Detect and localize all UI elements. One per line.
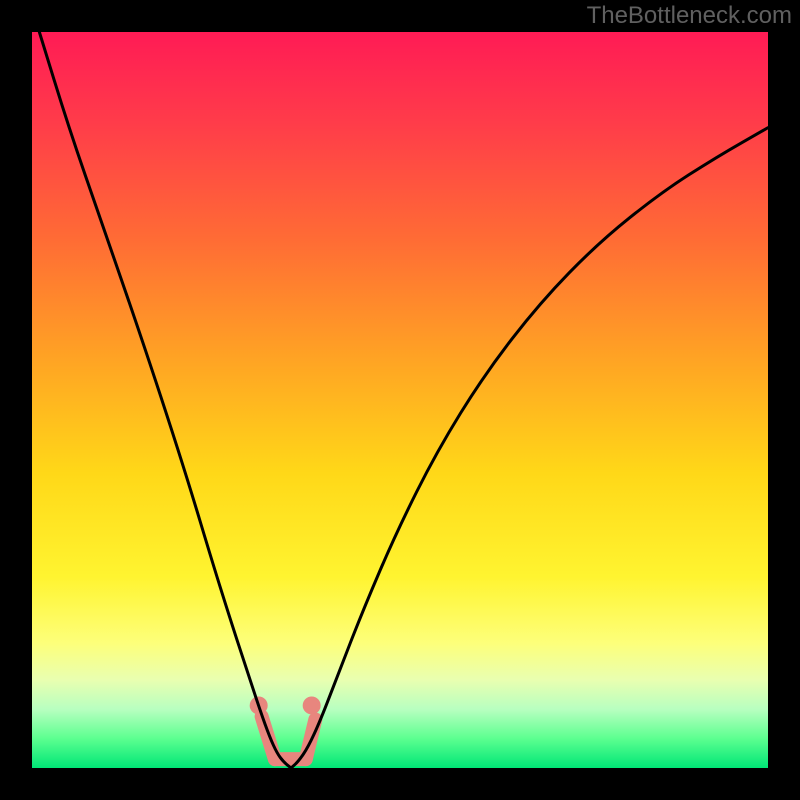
marker-dot — [303, 696, 321, 714]
watermark-source-label: TheBottleneck.com — [587, 2, 792, 30]
chart-frame: TheBottleneck.com — [0, 0, 800, 800]
plot-area — [32, 32, 768, 768]
gradient-background — [32, 32, 768, 768]
chart-svg — [32, 32, 768, 768]
